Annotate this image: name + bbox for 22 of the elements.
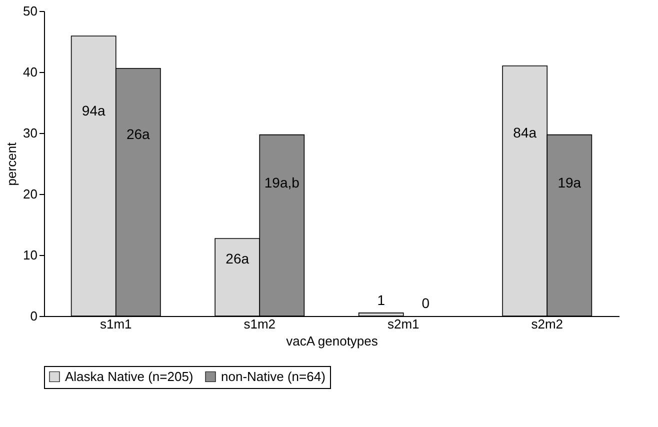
annotation: 1	[377, 292, 386, 308]
annotation: 19a,b	[264, 174, 300, 191]
y-tick-label: 40	[23, 64, 38, 80]
y-tick-label: 10	[23, 248, 38, 262]
annotation: 0	[422, 294, 430, 311]
x-tick-label: s1m1	[100, 316, 132, 332]
x-tick-label: s2m1	[387, 316, 420, 332]
x-tick-label: s1m2	[244, 316, 276, 332]
annotation: 26a	[126, 126, 150, 142]
y-tick-label: 50	[23, 4, 38, 18]
annotation: 26a	[226, 250, 250, 266]
y-axis-title: percent	[4, 142, 20, 186]
annotation: 19a	[558, 174, 582, 191]
y-tick-label: 0	[30, 308, 38, 324]
legend-label: non-Native (n=64)	[221, 368, 326, 384]
annotation: 84a	[513, 124, 537, 140]
x-axis-title: vacA genotypes	[286, 334, 378, 348]
y-tick-label: 20	[23, 186, 38, 202]
annotation: 94a	[82, 102, 106, 119]
y-tick-label: 30	[23, 126, 38, 140]
x-tick-label: s2m2	[531, 316, 564, 332]
legend-label: Alaska Native (n=205)	[65, 368, 194, 384]
